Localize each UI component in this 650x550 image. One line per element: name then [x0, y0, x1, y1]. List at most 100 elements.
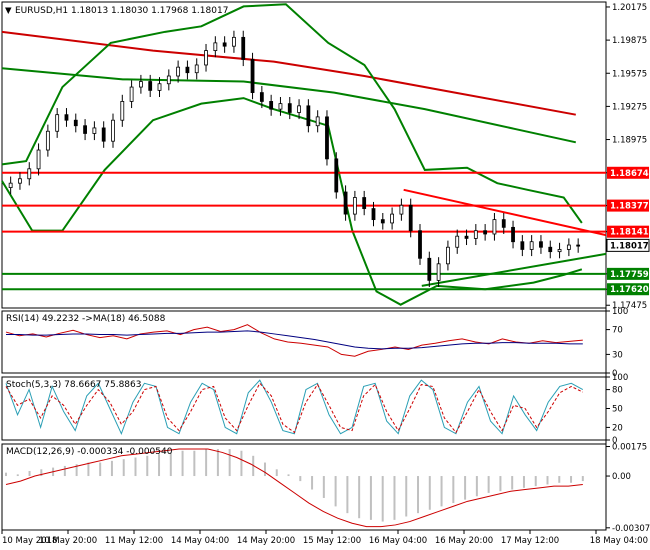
- candle-body: [101, 127, 106, 142]
- candle: [176, 60, 181, 83]
- moving-average-0: [1, 30, 576, 116]
- candle: [408, 198, 413, 238]
- candle-body: [185, 66, 190, 74]
- candle: [148, 74, 153, 98]
- candle-body: [418, 230, 422, 259]
- candle: [287, 97, 292, 120]
- candle-body: [250, 59, 255, 93]
- x-tick-label: 16 May 20:00: [435, 536, 493, 546]
- candle: [446, 240, 450, 271]
- macd-title: MACD(12,26,9) -0.000334 -0.000540: [6, 447, 173, 457]
- y-tick-label: 50: [612, 405, 623, 415]
- candle-body: [380, 219, 385, 224]
- candle: [315, 110, 320, 133]
- panel-frame-0: [1, 1, 607, 309]
- candle: [427, 251, 432, 288]
- candle: [390, 207, 394, 230]
- y-tick-label: 1.19275: [612, 102, 647, 112]
- candle: [64, 108, 69, 127]
- stochastic-line-1: [5, 382, 584, 434]
- y-tick-label: 0.00175: [612, 443, 647, 453]
- rsi-panel: 100 70 30 0 RSI(14) 49.2232 ->MA(18) 46.5088: [5, 307, 628, 379]
- candle: [343, 185, 348, 221]
- candle: [45, 124, 50, 157]
- y-tick-label: 0.00: [612, 472, 631, 482]
- candle-body: [8, 182, 13, 188]
- candle-body: [576, 244, 581, 247]
- level-label: 1.18377: [610, 202, 649, 212]
- candle-body: [120, 101, 125, 121]
- candle-body: [492, 219, 497, 235]
- candle: [371, 201, 376, 227]
- candle-body: [287, 103, 292, 113]
- y-tick-label: 1.19875: [612, 36, 647, 46]
- candle: [334, 152, 339, 199]
- bollinger-upper: [1, 3, 583, 224]
- candle-body: [259, 92, 264, 102]
- candle: [27, 162, 32, 186]
- candle: [576, 238, 581, 253]
- y-tick-label: 100: [612, 307, 628, 317]
- x-tick-label: 10 May 20:00: [39, 536, 97, 546]
- level-label-box: [607, 267, 649, 280]
- candle: [92, 121, 97, 141]
- y-tick-label: 0: [612, 369, 617, 379]
- candle-body: [213, 42, 218, 52]
- candle: [539, 235, 543, 254]
- candle: [352, 190, 357, 221]
- trend-line-red-resistance: [403, 188, 607, 237]
- moving-average-1: [1, 67, 577, 144]
- candle-body: [204, 50, 208, 66]
- current-price-label: 1.18017: [610, 241, 649, 251]
- level-label-box: [607, 283, 649, 296]
- candle: [566, 238, 571, 257]
- candle: [473, 224, 478, 246]
- candle: [166, 69, 171, 91]
- candle-body: [64, 114, 69, 121]
- macd-signal-line: [5, 448, 583, 528]
- level-label: 1.18141: [610, 228, 649, 238]
- candle: [306, 99, 311, 133]
- candle: [129, 80, 134, 109]
- candle-body: [334, 158, 339, 193]
- level-label: 1.17759: [610, 270, 649, 280]
- candle-body: [548, 246, 553, 253]
- level-label-box: [607, 225, 649, 238]
- candle: [213, 36, 218, 58]
- y-tick-label: 1.18975: [612, 136, 647, 146]
- symbol-dropdown-icon: ▼: [5, 6, 12, 16]
- candle: [418, 224, 422, 265]
- candle-body: [129, 86, 134, 102]
- candle-body: [139, 81, 143, 88]
- main-price-panel: 1.20175 1.19875 1.19575 1.19275 1.18975 1.174…: [1, 3, 650, 311]
- candle-body: [390, 213, 394, 224]
- level-label-box: [607, 199, 649, 212]
- candle-body: [194, 64, 199, 74]
- candle: [325, 110, 329, 166]
- candle-body: [325, 116, 329, 160]
- candle: [557, 242, 562, 259]
- candle: [241, 30, 246, 67]
- candle-body: [269, 101, 274, 110]
- candle: [120, 94, 125, 127]
- candle-body: [343, 191, 348, 215]
- candle-body: [241, 36, 246, 60]
- candle-body: [539, 241, 543, 248]
- y-tick-label: 20: [612, 423, 623, 433]
- candle: [55, 108, 60, 138]
- candle-body: [511, 226, 515, 243]
- candle: [380, 212, 385, 230]
- y-tick-label: 1.20175: [612, 3, 647, 13]
- candle-body: [436, 263, 441, 281]
- candle-body: [362, 197, 367, 209]
- candle-body: [427, 257, 432, 281]
- candle: [83, 119, 87, 141]
- candle: [362, 190, 367, 216]
- candle-body: [27, 168, 32, 180]
- candle-body: [232, 36, 236, 47]
- x-tick-label: 11 May 12:00: [105, 536, 163, 546]
- candle: [73, 113, 78, 133]
- y-tick-label: 70: [612, 326, 623, 336]
- y-tick-label: 1.19575: [612, 69, 647, 79]
- stochastic-line-0: [5, 379, 584, 436]
